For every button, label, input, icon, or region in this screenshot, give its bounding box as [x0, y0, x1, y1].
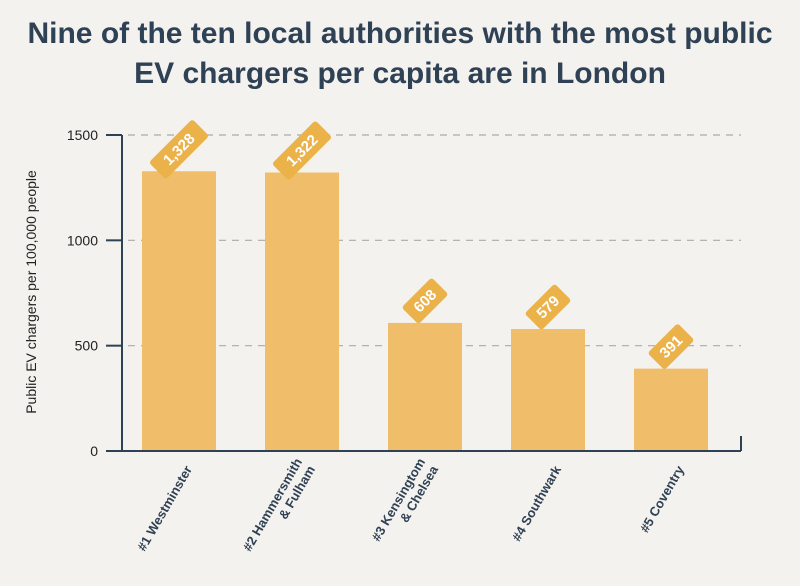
- bar: [265, 172, 339, 451]
- x-tick-label: #4 Southwark: [509, 462, 565, 543]
- data-label: 579: [522, 284, 574, 336]
- y-tick-label: 500: [75, 338, 99, 354]
- y-axis-ticks: 0 500 1000 1500: [67, 127, 122, 459]
- data-label: 1,328: [148, 119, 209, 180]
- y-axis-label: Public EV chargers per 100,000 people: [23, 170, 39, 414]
- bar: [142, 171, 216, 451]
- x-axis-labels: #1 Westminster #2 Hammersmith& Fulham #3 K…: [134, 455, 687, 561]
- x-tick-label-line: #5 Coventry: [637, 462, 688, 535]
- gridlines: [128, 135, 741, 346]
- data-label: 608: [399, 277, 451, 329]
- x-tick-label: #5 Coventry: [637, 462, 688, 535]
- bar: [634, 369, 708, 451]
- y-tick-label: 1000: [67, 232, 98, 248]
- data-label: 391: [645, 323, 697, 375]
- y-tick-label: 0: [90, 443, 98, 459]
- bar: [511, 329, 585, 451]
- x-tick-label: #3 Kensingtom& Chelsea: [368, 455, 441, 551]
- x-tick-label-line: #1 Westminster: [134, 463, 195, 554]
- x-tick-label: #1 Westminster: [134, 463, 195, 554]
- bar: [388, 323, 462, 451]
- y-tick-label: 1500: [67, 127, 98, 143]
- x-tick-label: #2 Hammersmith& Fulham: [240, 455, 318, 561]
- x-tick-label-line: #4 Southwark: [509, 462, 565, 543]
- data-label: 1,322: [271, 120, 332, 181]
- bar-chart: 0 500 1000 1500 1,328 1,322 608 579 391 #1 West…: [0, 0, 800, 586]
